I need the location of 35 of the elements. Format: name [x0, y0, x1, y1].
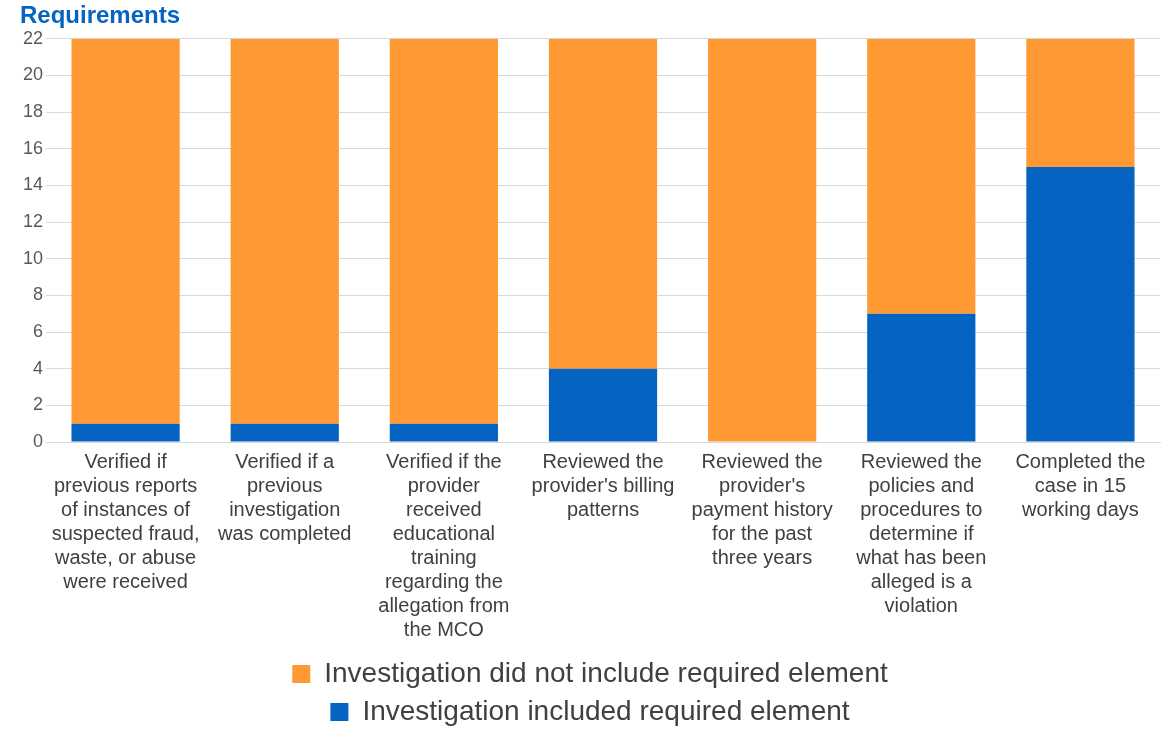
- y-tick-label: 14: [22, 174, 44, 195]
- y-tick-label: 8: [33, 284, 44, 305]
- bar: [548, 38, 658, 369]
- chart-title: Requirements: [20, 1, 181, 29]
- y-tick-label: 12: [22, 211, 44, 232]
- bar: [71, 38, 180, 424]
- bar: [230, 38, 339, 424]
- bar: [1026, 38, 1135, 168]
- bar: [867, 38, 976, 314]
- y-tick-label: 6: [33, 321, 44, 342]
- y-tick-label: 10: [22, 247, 44, 268]
- x-tick-label: Reviewed the policies and procedures to determine if what has been alleged is a violation: [855, 449, 987, 616]
- x-tick-label: Completed the case in 15 working days: [1015, 449, 1146, 520]
- bar: [71, 423, 180, 442]
- y-tick-label: 22: [22, 27, 44, 48]
- y-tick-label: 16: [22, 137, 44, 158]
- bar: [389, 38, 498, 424]
- bar: [867, 313, 976, 442]
- legend-label: Investigation did not include required element: [324, 656, 888, 688]
- bar: [1026, 167, 1135, 442]
- y-tick-label: 20: [22, 64, 44, 85]
- x-tick-label: Verified if previous reports of instances of suspected fraud, waste, or abuse were received: [51, 449, 200, 592]
- bar: [708, 38, 817, 442]
- x-tick-label: Verified if the provider received educational training regarding the allegation from the MCO: [378, 449, 510, 640]
- legend-label: Investigation included required element: [362, 694, 850, 726]
- bar: [230, 423, 339, 442]
- bar: [548, 368, 658, 442]
- x-tick-label: Verified if a previous investigation was completed: [217, 449, 352, 544]
- x-tick-label: Reviewed the provider's payment history for the past three years: [691, 449, 833, 568]
- y-tick-label: 4: [33, 357, 44, 378]
- x-tick-label: Reviewed the provider's billing patterns: [531, 449, 675, 520]
- bar: [389, 423, 498, 442]
- y-tick-label: 18: [22, 101, 44, 122]
- y-tick-label: 0: [33, 430, 44, 451]
- y-tick-label: 2: [33, 394, 44, 415]
